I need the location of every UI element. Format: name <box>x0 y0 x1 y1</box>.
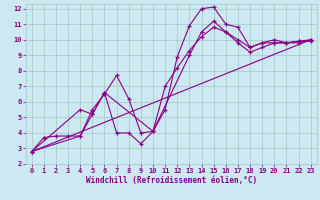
X-axis label: Windchill (Refroidissement éolien,°C): Windchill (Refroidissement éolien,°C) <box>86 176 257 185</box>
